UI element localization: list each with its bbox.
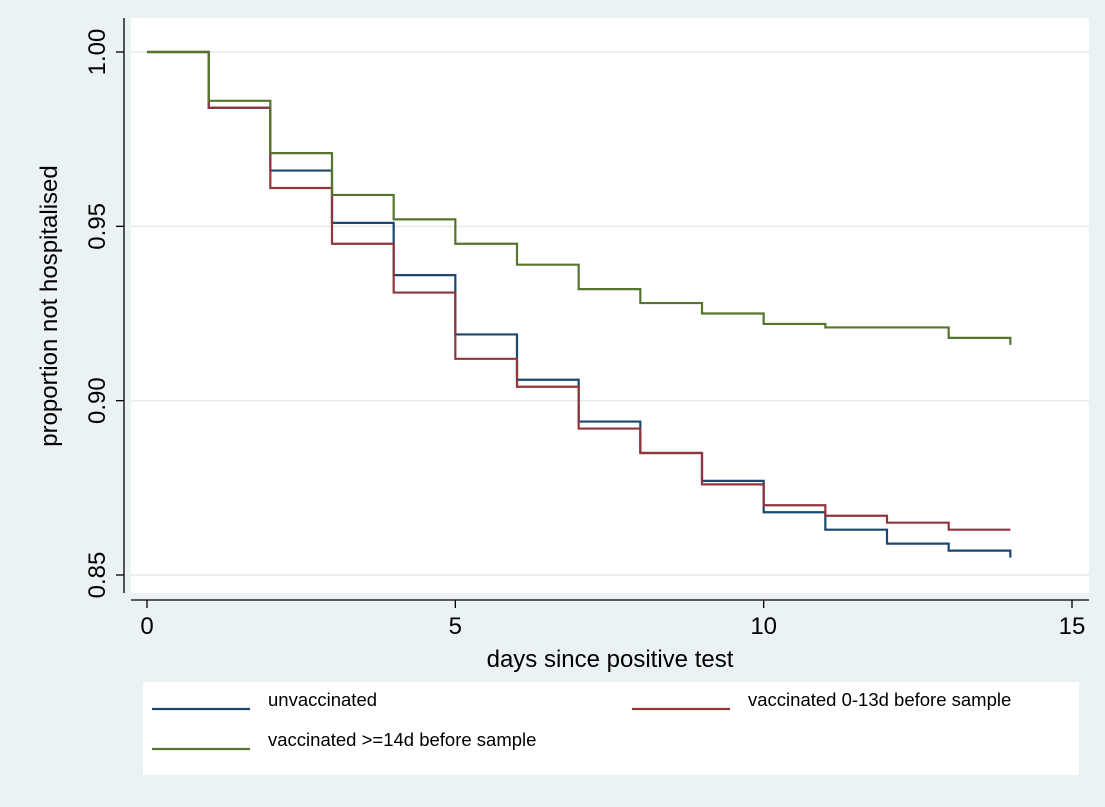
y-tick-label-1: 0.90 — [84, 377, 111, 424]
axes — [123, 18, 1089, 601]
x-axis-label: days since positive test — [487, 646, 734, 673]
y-tick-label-3: 1.00 — [84, 29, 111, 76]
y-tick-label-0: 0.85 — [84, 552, 111, 599]
series-line-1 — [147, 50, 1011, 531]
series-lines — [147, 50, 1012, 558]
plot-area — [131, 18, 1089, 593]
x-tick-label-1: 5 — [449, 613, 462, 640]
series-line-2 — [147, 50, 1012, 345]
legend: unvaccinated vaccinated 0-13d before samp… — [143, 682, 1079, 775]
y-tick-label-2: 0.95 — [84, 203, 111, 250]
legend-box — [143, 682, 1079, 775]
y-ticks: 0.85 0.90 0.95 1.00 — [84, 29, 124, 599]
y-axis-label: proportion not hospitalised — [36, 165, 63, 447]
legend-label-2: vaccinated >=14d before sample — [268, 729, 536, 750]
x-ticks: 0 5 10 15 — [140, 600, 1085, 640]
series-line-0 — [147, 50, 1012, 558]
gridlines — [131, 51, 1089, 576]
x-tick-label-3: 15 — [1059, 613, 1086, 640]
x-tick-label-0: 0 — [140, 613, 153, 640]
x-tick-label-2: 10 — [750, 613, 777, 640]
legend-label-0: unvaccinated — [268, 689, 377, 710]
legend-label-1: vaccinated 0-13d before sample — [748, 689, 1011, 710]
